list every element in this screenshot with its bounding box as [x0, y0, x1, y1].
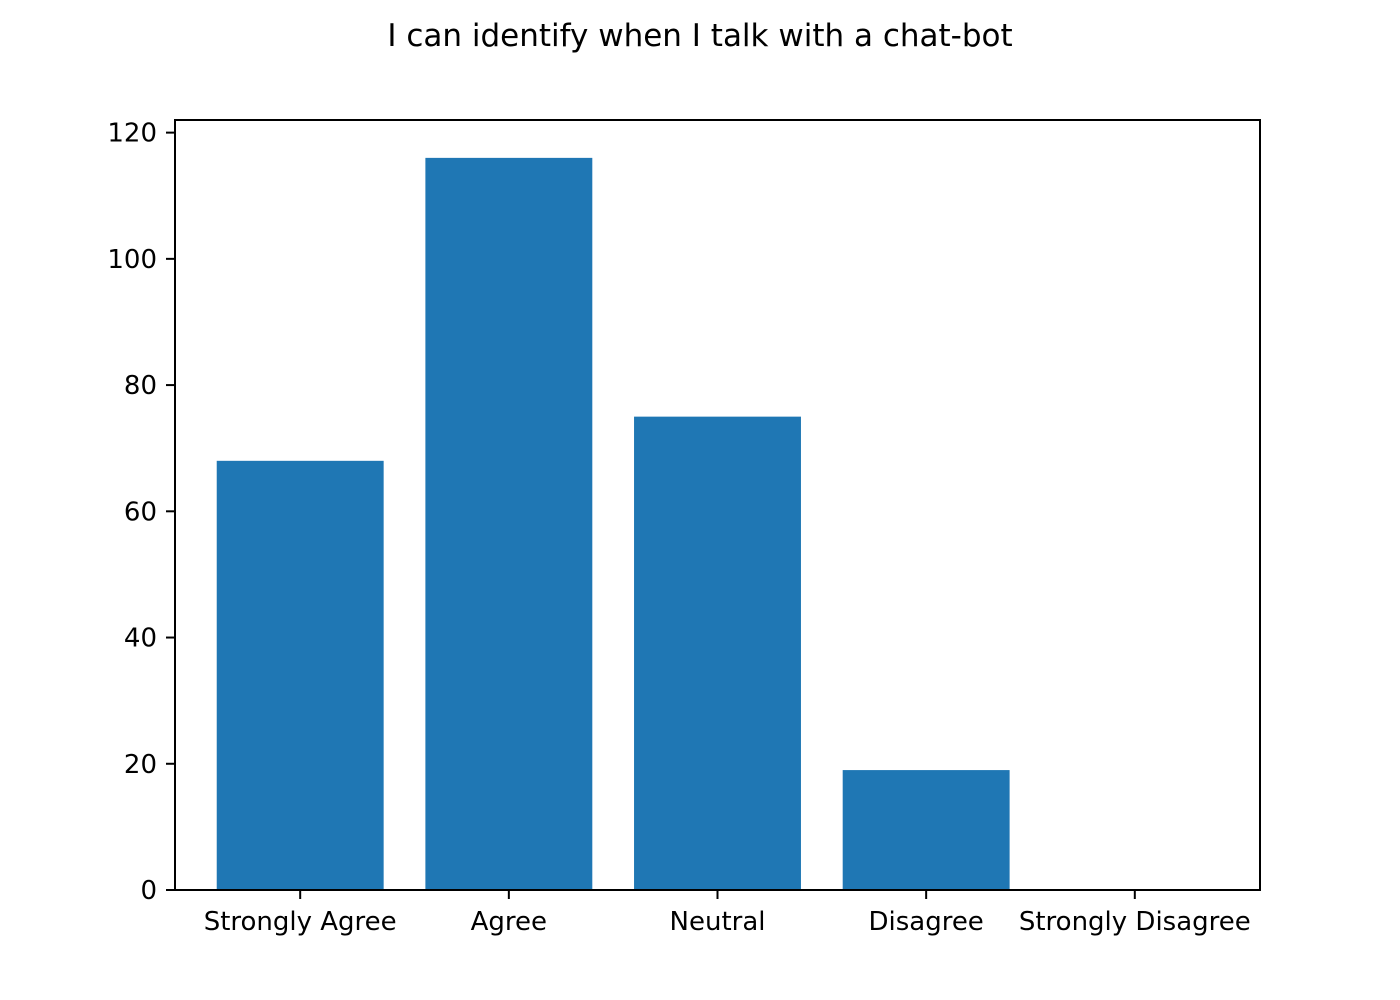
bars-group: [216, 157, 1010, 891]
y-tick-label: 120: [107, 119, 157, 149]
bar-neutral: [634, 416, 801, 890]
bar-disagree: [842, 770, 1010, 890]
bar-agree: [425, 157, 593, 891]
y-axis: 0 20 40 60 80 100 120: [107, 119, 175, 906]
x-tick-label: Strongly Agree: [204, 907, 397, 937]
plot-frame: [174, 119, 1261, 891]
y-tick-label: 0: [140, 876, 157, 906]
x-tick-label: Agree: [471, 907, 547, 937]
bar-strongly-agree: [216, 460, 384, 890]
x-axis: Strongly Agree Agree Neutral Disagree Strong…: [204, 890, 1251, 937]
y-tick-label: 60: [124, 497, 157, 527]
y-tick-label: 100: [107, 245, 157, 275]
x-tick-label: Disagree: [868, 907, 983, 937]
x-tick-label: Strongly Disagree: [1019, 907, 1251, 937]
y-tick-label: 20: [124, 750, 157, 780]
y-tick-label: 40: [124, 624, 157, 654]
x-tick-label: Neutral: [670, 907, 766, 937]
chart-title: I can identify when I talk with a chat-b…: [387, 18, 1012, 54]
y-tick-label: 80: [124, 371, 157, 401]
